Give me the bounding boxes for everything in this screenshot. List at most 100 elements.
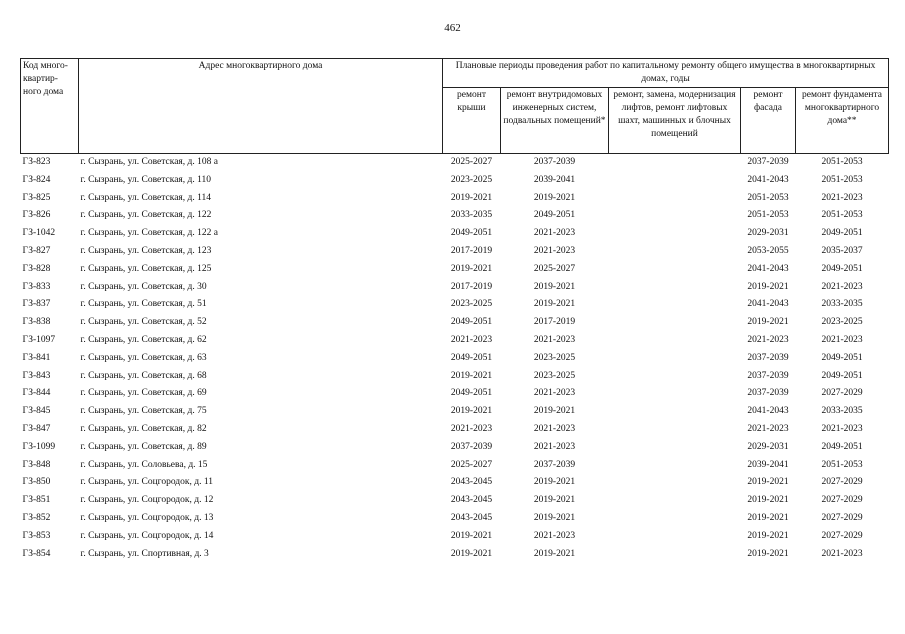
cell-code: ГЗ-1097 [22, 334, 56, 345]
cell-foundation: 2023-2025 [821, 317, 863, 328]
cell-engineering: 2019-2021 [533, 495, 576, 506]
cell-foundation: 2027-2029 [821, 512, 863, 523]
cell-address: г. Сызрань, ул. Советская, д. 110 [80, 174, 212, 185]
cell-foundation: 2035-2037 [821, 245, 863, 256]
cell-code: ГЗ-844 [22, 388, 51, 399]
cell-foundation: 2049-2051 [821, 263, 863, 274]
cell-foundation: 2049-2051 [821, 228, 863, 239]
cell-code: ГЗ-848 [22, 459, 51, 470]
cell-facade: 2037-2039 [747, 370, 789, 381]
cell-address: г. Сызрань, ул. Соловьева, д. 15 [80, 459, 208, 470]
cell-facade: 2021-2023 [747, 423, 789, 434]
cell-lifts [609, 225, 741, 243]
cell-foundation: 2033-2035 [821, 406, 863, 417]
header-lifts: ремонт, замена, модернизация лифтов, рем… [608, 87, 741, 154]
cell-engineering: 2049-2051 [533, 210, 576, 221]
cell-roof: 2019-2021 [450, 263, 493, 274]
cell-engineering: 2019-2021 [533, 281, 576, 292]
cell-foundation: 2051-2053 [795, 152, 889, 172]
header-periods: Плановые периоды проведения работ по кап… [441, 58, 890, 88]
table-row: ГЗ-854 г. Сызрань, ул. Спортивная, д. 3 20… [21, 546, 889, 564]
cell-address: г. Сызрань, ул. Советская, д. 62 [80, 334, 207, 345]
cell-roof: 2019-2021 [450, 370, 493, 381]
cell-engineering: 2039-2041 [533, 174, 576, 185]
table-row: ГЗ-845 г. Сызрань, ул. Советская, д. 75 20… [21, 403, 889, 421]
cell-roof: 2037-2039 [450, 441, 493, 452]
cell-engineering: 2021-2023 [533, 530, 576, 541]
cell-lifts [609, 296, 741, 314]
cell-lifts [609, 546, 741, 564]
cell-engineering: 2021-2023 [533, 245, 576, 256]
cell-engineering: 2037-2039 [533, 459, 576, 470]
cell-code: ГЗ-854 [22, 548, 51, 559]
capital-repair-table: Код много-квартир-ного дома Адрес многок… [20, 58, 890, 564]
cell-code: ГЗ-838 [22, 317, 51, 328]
cell-foundation: 2051-2053 [821, 459, 863, 470]
cell-foundation: 2027-2029 [821, 530, 863, 541]
cell-facade: 2019-2021 [747, 477, 789, 488]
cell-roof: 2023-2025 [450, 299, 493, 310]
cell-lifts [609, 190, 741, 208]
cell-facade: 2021-2023 [747, 334, 789, 345]
cell-facade: 2053-2055 [747, 245, 789, 256]
page-number: 462 [444, 22, 461, 34]
header-address: Адрес многоквартирного дома [78, 58, 443, 154]
cell-engineering: 2017-2019 [533, 317, 576, 328]
cell-address: г. Сызрань, ул. Соцгородок, д. 14 [80, 530, 214, 541]
cell-engineering: 2025-2027 [533, 263, 576, 274]
header-code: Код много-квартир-ного дома [20, 58, 79, 154]
cell-address: г. Сызрань, ул. Советская, д. 68 [80, 370, 207, 381]
cell-lifts [609, 528, 741, 546]
cell-foundation: 2049-2051 [821, 441, 863, 452]
cell-lifts [609, 368, 741, 386]
table-row: ГЗ-853 г. Сызрань, ул. Соцгородок, д. 14 2… [21, 528, 889, 546]
cell-facade: 2051-2053 [747, 210, 789, 221]
cell-engineering: 2019-2021 [533, 299, 576, 310]
table-row: ГЗ-838 г. Сызрань, ул. Советская, д. 52 20… [21, 314, 889, 332]
table-row: ГЗ-837 г. Сызрань, ул. Советская, д. 51 20… [21, 296, 889, 314]
table-row: ГЗ-1097 г. Сызрань, ул. Советская, д. 62 2… [21, 332, 889, 350]
cell-lifts [609, 332, 741, 350]
cell-address: г. Сызрань, ул. Спортивная, д. 3 [80, 548, 209, 559]
table-row: ГЗ-1099 г. Сызрань, ул. Советская, д. 89 2… [21, 439, 889, 457]
cell-lifts [609, 439, 741, 457]
cell-address: г. Сызрань, ул. Советская, д. 122 [80, 210, 212, 221]
cell-roof: 2021-2023 [450, 423, 493, 434]
cell-address: г. Сызрань, ул. Советская, д. 125 [80, 263, 212, 274]
cell-address: г. Сызрань, ул. Советская, д. 63 [80, 352, 207, 363]
table-row: ГЗ-828 г. Сызрань, ул. Советская, д. 125 2… [21, 261, 889, 279]
cell-engineering: 2023-2025 [533, 352, 576, 363]
cell-code: ГЗ-850 [22, 477, 51, 488]
header-facade: ремонт фасада [740, 87, 796, 154]
cell-facade: 2019-2021 [747, 530, 789, 541]
cell-facade: 2037-2039 [740, 152, 796, 172]
cell-code: ГЗ-833 [22, 281, 51, 292]
table-row: ГЗ-844 г. Сызрань, ул. Советская, д. 69 20… [21, 385, 889, 403]
cell-engineering: 2021-2023 [533, 334, 576, 345]
cell-code: ГЗ-827 [22, 245, 51, 256]
cell-code: ГЗ-828 [22, 263, 51, 274]
cell-foundation: 2021-2023 [821, 334, 863, 345]
cell-code: ГЗ-826 [22, 210, 51, 221]
table-row: ГЗ-850 г. Сызрань, ул. Соцгородок, д. 11 2… [21, 474, 889, 492]
cell-engineering: 2023-2025 [533, 370, 576, 381]
cell-facade: 2029-2031 [747, 228, 789, 239]
cell-lifts [609, 314, 741, 332]
cell-lifts [609, 172, 741, 190]
cell-lifts [609, 385, 741, 403]
cell-foundation: 2049-2051 [821, 370, 863, 381]
cell-address: г. Сызрань, ул. Советская, д. 82 [80, 423, 207, 434]
cell-roof: 2049-2051 [450, 317, 493, 328]
cell-address: г. Сызрань, ул. Советская, д. 51 [80, 299, 207, 310]
header-engineering: ремонт внутридомовых инженерных систем, … [500, 87, 609, 154]
cell-address: г. Сызрань, ул. Советская, д. 75 [80, 406, 207, 417]
cell-foundation: 2021-2023 [821, 192, 863, 203]
cell-code: ГЗ-851 [22, 495, 51, 506]
table-row: ГЗ-847 г. Сызрань, ул. Советская, д. 82 20… [21, 421, 889, 439]
cell-facade: 2019-2021 [747, 548, 789, 559]
cell-facade: 2019-2021 [747, 317, 789, 328]
cell-code: ГЗ-837 [22, 299, 51, 310]
table-row: ГЗ-824 г. Сызрань, ул. Советская, д. 110 2… [21, 172, 889, 190]
cell-roof: 2019-2021 [450, 406, 493, 417]
cell-foundation: 2027-2029 [821, 477, 863, 488]
